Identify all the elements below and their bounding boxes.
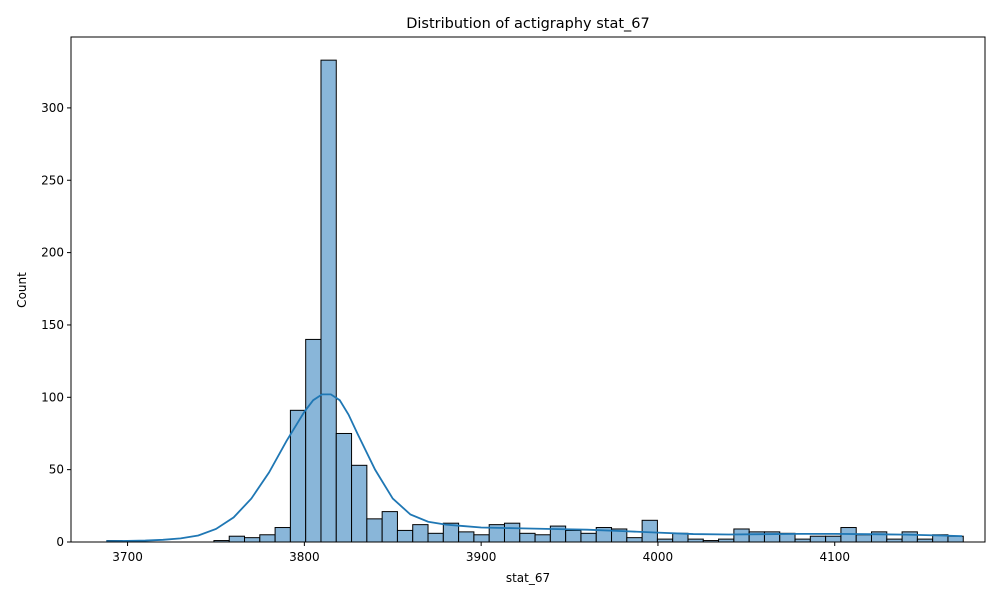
histogram-bar bbox=[381, 511, 398, 543]
y-tick-label: 100 bbox=[41, 390, 64, 404]
histogram-bar bbox=[809, 535, 827, 543]
histogram-bar bbox=[335, 432, 353, 543]
histogram-bar bbox=[733, 528, 750, 543]
y-axis-ticks: 0 50 100 150 200 250 300 bbox=[41, 101, 71, 549]
x-axis-title: stat_67 bbox=[506, 571, 550, 585]
histogram-bar bbox=[855, 534, 873, 543]
histogram-bar bbox=[519, 532, 536, 543]
histogram-bar bbox=[580, 532, 597, 543]
histogram-bar bbox=[458, 531, 475, 543]
x-tick-label: 3900 bbox=[466, 550, 497, 564]
histogram-bar bbox=[396, 529, 414, 543]
histogram-bar bbox=[825, 535, 842, 543]
bars-layer bbox=[106, 59, 964, 543]
histogram-bar bbox=[427, 532, 444, 543]
plot-area-frame bbox=[70, 36, 986, 543]
y-tick-label: 250 bbox=[41, 173, 64, 187]
histogram-bar bbox=[305, 338, 322, 543]
x-tick-label: 3700 bbox=[112, 550, 143, 564]
histogram-bar bbox=[259, 534, 276, 543]
histogram-bar bbox=[534, 534, 551, 543]
y-tick-label: 50 bbox=[49, 463, 64, 477]
x-tick-label: 4000 bbox=[643, 550, 674, 564]
histogram-bar bbox=[228, 535, 246, 543]
histogram-bar bbox=[412, 524, 429, 543]
y-axis-title: Count bbox=[15, 272, 29, 308]
x-tick-label: 4100 bbox=[819, 550, 850, 564]
histogram-bar bbox=[473, 534, 490, 543]
histogram-bar bbox=[901, 531, 918, 543]
histogram-bar bbox=[274, 527, 291, 543]
y-tick-label: 300 bbox=[41, 101, 64, 115]
y-tick-label: 0 bbox=[56, 535, 64, 549]
y-tick-label: 200 bbox=[41, 246, 64, 260]
x-axis-ticks: 3700 3800 3900 4000 4100 bbox=[112, 542, 850, 564]
histogram-bar bbox=[503, 522, 521, 543]
chart-title: Distribution of actigraphy stat_67 bbox=[406, 16, 650, 32]
histogram-bar bbox=[244, 537, 261, 543]
histogram-bar bbox=[320, 59, 337, 543]
histogram-bar bbox=[351, 464, 368, 543]
y-tick-label: 150 bbox=[41, 318, 64, 332]
histogram-bar bbox=[626, 537, 643, 543]
kde-curve bbox=[106, 393, 963, 543]
histogram-bar bbox=[565, 529, 582, 543]
x-tick-label: 3800 bbox=[289, 550, 320, 564]
histogram-bar bbox=[366, 518, 383, 543]
histogram-bar bbox=[947, 535, 964, 543]
